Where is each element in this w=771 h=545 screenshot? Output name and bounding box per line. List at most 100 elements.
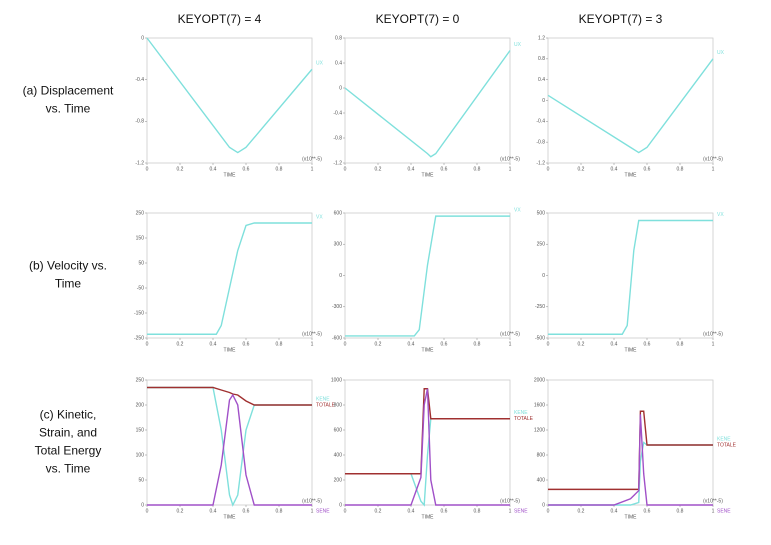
y-tick-label: 0 — [542, 98, 545, 104]
y-tick-label: 600 — [334, 427, 343, 433]
y-tick-label: 0 — [141, 502, 144, 508]
x-tick-label: 0.4 — [611, 341, 618, 347]
y-tick-label: 0 — [339, 502, 342, 508]
y-tick-label: 800 — [334, 402, 343, 408]
x-axis-unit: (x10**-5) — [703, 156, 723, 162]
x-tick-label: 0.2 — [375, 166, 382, 172]
x-axis-label: TIME — [625, 347, 638, 353]
series-line — [147, 222, 312, 335]
legend-label: TOTALE — [717, 442, 737, 448]
column-header: KEYOPT(7) = 0 — [376, 12, 460, 26]
y-tick-label: 250 — [537, 242, 546, 248]
y-tick-label: -0.4 — [536, 119, 545, 125]
y-tick-label: 400 — [537, 477, 546, 483]
x-tick-label: 0.8 — [276, 341, 283, 347]
y-tick-label: 1.2 — [538, 35, 545, 41]
x-tick-label: 0.6 — [243, 508, 250, 514]
x-tick-label: 0 — [344, 341, 347, 347]
column-header: KEYOPT(7) = 3 — [579, 12, 663, 26]
series-line — [548, 414, 713, 506]
y-tick-label: -0.8 — [135, 119, 144, 125]
x-axis-label: TIME — [224, 514, 237, 520]
y-tick-label: 400 — [334, 452, 343, 458]
y-tick-label: 800 — [537, 452, 546, 458]
y-tick-label: -1.2 — [333, 160, 342, 166]
x-tick-label: 0.2 — [177, 508, 184, 514]
y-tick-label: 0.4 — [335, 60, 342, 66]
x-tick-label: 0 — [146, 508, 149, 514]
y-tick-label: 500 — [537, 210, 546, 216]
y-tick-label: 1600 — [534, 402, 545, 408]
x-axis-unit: (x10**-5) — [302, 331, 322, 337]
x-tick-label: 0 — [547, 508, 550, 514]
legend-label: SENE — [514, 508, 528, 514]
x-tick-label: 0.6 — [441, 166, 448, 172]
plot-frame — [344, 379, 511, 506]
y-tick-label: -300 — [332, 304, 342, 310]
x-tick-label: 0.6 — [644, 341, 651, 347]
x-tick-label: 0.4 — [210, 508, 217, 514]
y-tick-label: 100 — [136, 452, 145, 458]
x-tick-label: 0 — [146, 166, 149, 172]
x-axis-unit: (x10**-5) — [500, 498, 520, 504]
plot-frame — [547, 37, 714, 164]
x-tick-label: 0.4 — [611, 166, 618, 172]
y-tick-label: 50 — [138, 260, 144, 266]
plot-frame — [146, 379, 313, 506]
legend-label: UX — [717, 50, 725, 56]
x-axis-unit: (x10**-5) — [703, 331, 723, 337]
y-tick-label: -0.4 — [135, 77, 144, 83]
plot-frame — [146, 212, 313, 339]
y-tick-label: 0.8 — [335, 35, 342, 41]
plot-frame — [547, 212, 714, 339]
x-tick-label: 1 — [712, 341, 715, 347]
x-tick-label: 0.8 — [276, 166, 283, 172]
row-label: (a) Displacement — [23, 84, 114, 98]
legend-label: UX — [514, 42, 522, 48]
y-tick-label: -150 — [134, 310, 144, 316]
legend-label: KENE — [316, 396, 330, 402]
series-line — [547, 58, 714, 154]
x-tick-label: 0.8 — [677, 166, 684, 172]
x-tick-label: 0.2 — [177, 341, 184, 347]
x-tick-label: 0 — [344, 166, 347, 172]
x-axis-unit: (x10**-5) — [500, 331, 520, 337]
y-tick-label: 1000 — [331, 377, 342, 383]
y-tick-label: 250 — [136, 210, 145, 216]
y-tick-label: -0.8 — [536, 139, 545, 145]
y-tick-label: 0 — [339, 273, 342, 279]
x-axis-label: TIME — [422, 172, 435, 178]
series-line — [345, 215, 510, 337]
y-tick-label: -600 — [332, 335, 342, 341]
row-label: Total Energy — [35, 444, 102, 458]
y-tick-label: 0.4 — [538, 77, 545, 83]
x-axis-label: TIME — [224, 347, 237, 353]
x-tick-label: 1 — [311, 508, 314, 514]
x-tick-label: 0 — [344, 508, 347, 514]
y-tick-label: 0 — [339, 85, 342, 91]
legend-label: SENE — [316, 508, 330, 514]
plot-frame — [146, 37, 313, 164]
x-tick-label: 0.2 — [578, 166, 585, 172]
y-tick-label: 200 — [334, 477, 343, 483]
legend-label: TOTALE — [514, 416, 534, 422]
legend-label: SENE — [717, 508, 731, 514]
row-label: Strain, and — [39, 426, 97, 440]
x-tick-label: 1 — [311, 341, 314, 347]
legend-label: VX — [514, 207, 521, 213]
y-tick-label: 50 — [138, 477, 144, 483]
x-tick-label: 1 — [509, 508, 512, 514]
y-tick-label: -0.8 — [333, 135, 342, 141]
x-tick-label: 0.8 — [677, 341, 684, 347]
x-axis-unit: (x10**-5) — [302, 498, 322, 504]
y-tick-label: -50 — [137, 285, 144, 291]
series-line — [548, 219, 713, 335]
x-tick-label: 0.2 — [375, 341, 382, 347]
y-tick-label: -1.2 — [536, 160, 545, 166]
series-line — [147, 393, 312, 506]
x-tick-label: 0.4 — [210, 341, 217, 347]
y-tick-label: 600 — [334, 210, 343, 216]
x-tick-label: 0.2 — [578, 341, 585, 347]
x-axis-label: TIME — [422, 514, 435, 520]
